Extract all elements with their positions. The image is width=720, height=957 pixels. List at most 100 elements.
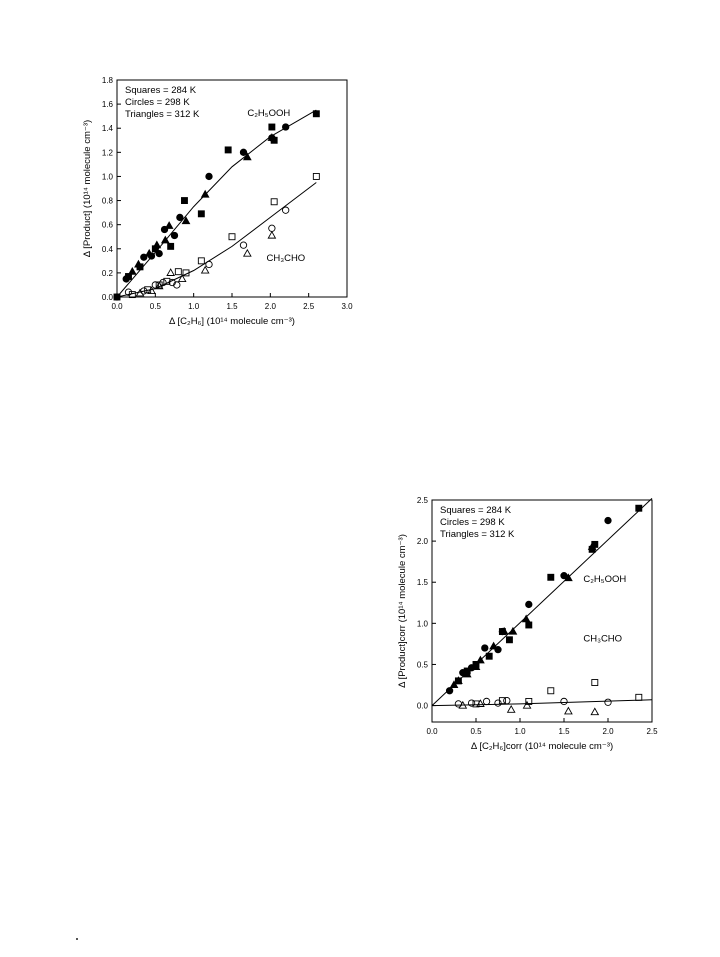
chart1-point-filled-circle [205,172,213,181]
chart1-fit-curve [116,182,317,298]
chart2-legend-line: Triangles = 312 K [440,529,515,540]
chart1-point-open-circle [205,260,213,269]
chart2-point-open-circle [560,697,568,706]
chart1-point-filled-square [197,210,205,218]
chart2-point-open-square [635,693,643,701]
chart1-y-tick-label: 1.4 [102,124,114,133]
chart2-point-open-square [472,700,480,708]
chart2-y-tick-label: 0.5 [417,660,429,669]
chart1-x-tick-label: 0.0 [111,302,123,311]
chart1-y-axis-label: Δ [Product] (10¹⁴ molecule cm⁻³) [82,120,93,257]
chart-top-svg: 0.0 0.5 1.0 1.5 2.0 2.5 3.0 0.0 0.2 0.4 0.6 0.8 1.0 1… [82,76,353,327]
chart2-point-filled-triangle [587,542,597,550]
chart1-point-open-triangle [147,286,156,295]
chart2-point-filled-triangle [476,655,485,664]
chart2-point-open-triangle [590,707,600,716]
chart1-point-filled-circle [239,148,248,156]
chart1-point-filled-triangle [144,248,154,257]
chart1-point-filled-circle [282,123,290,131]
chart2-y-axis-label: Δ [Product]corr (10¹⁴ molecule cm⁻³) [397,534,408,688]
chart1-point-open-circle [124,288,133,296]
chart1-x-tick-label: 1.0 [188,302,200,311]
chart2-point-open-square [591,679,599,686]
chart2-x-tick-label: 2.5 [646,727,658,736]
chart-bottom-svg: 0.0 0.5 1.0 1.5 2.0 2.5 0.0 0.5 1.0 1.5 2.0 2.5 Δ [C… [397,496,658,752]
chart1-point-filled-square [268,123,276,131]
chart-bottom: 0.0 0.5 1.0 1.5 2.0 2.5 0.0 0.5 1.0 1.5 2.0 2.5 Δ [C… [390,490,670,760]
chart2-point-open-triangle [476,699,485,707]
chart2-legend-line: Circles = 298 K [440,517,505,528]
chart1-point-filled-triangle [200,189,210,198]
chart2-point-open-triangle [506,704,516,713]
chart1-point-open-circle [151,281,159,289]
chart1-point-filled-triangle [267,133,277,141]
chart1-x-axis-label: Δ [C₂H₆] (10¹⁴ molecule cm⁻³) [169,316,295,327]
chart2-x-tick-label: 0.5 [470,727,482,736]
chart2-y-tick-label: 1.0 [417,619,429,628]
chart2-point-open-square [547,687,555,695]
chart1-point-open-triangle [166,268,176,276]
chart1-point-open-circle [168,278,176,287]
chart1-legend-line: Triangles = 312 K [125,109,200,120]
chart2-point-filled-triangle [449,680,459,689]
chart1-point-open-square [228,233,236,241]
chart1-point-filled-triangle [134,259,143,268]
chart2-x-axis-label: Δ [C₂H₆]corr (10¹⁴ molecule cm⁻³) [471,741,613,752]
chart2-point-open-triangle [564,706,573,715]
chart2-point-filled-triangle [471,662,481,670]
chart1-point-filled-square [224,146,232,154]
chart1-y-tick-label: 1.6 [102,100,114,109]
chart1-x-tick-label: 0.5 [150,302,162,311]
chart1-point-open-triangle [177,274,187,282]
chart2-y-tick-label: 0.0 [417,702,429,711]
chart1-point-filled-square [181,197,188,205]
chart1-point-open-square [144,286,152,294]
chart1-y-tick-label: 0.0 [102,293,114,302]
chart1-legend-line: Circles = 298 K [125,97,190,108]
chart1-y-tick-label: 0.6 [102,221,114,230]
chart1-point-filled-circle [122,275,130,283]
chart1-point-open-square [163,277,171,285]
chart1-point-open-circle [239,241,248,249]
chart1-point-open-square [174,268,182,276]
chart2-point-filled-square [525,621,533,629]
chart1-point-open-square [197,257,205,265]
page-speck [76,938,78,940]
chart2-y-tick-label: 2.0 [417,537,429,546]
chart1-x-tick-label: 1.5 [226,302,238,311]
chart1-point-filled-circle [170,231,179,240]
chart2-point-open-square [498,697,506,705]
chart1-point-filled-circle [155,249,163,258]
chart2-y-tick-label: 2.5 [417,496,429,505]
chart2-point-open-triangle [458,700,468,709]
chart2-legend-line: Squares = 284 K [440,505,512,516]
chart2-point-filled-circle [445,687,454,695]
chart2-point-filled-circle [525,600,533,609]
chart2-x-tick-label: 0.0 [426,727,438,736]
chart2-x-tick-label: 1.0 [514,727,526,736]
chart1-point-open-triangle [267,230,277,239]
chart1-point-open-square [270,198,278,206]
chart2-point-open-circle [604,698,612,706]
chart1-y-tick-label: 1.0 [102,172,114,181]
chart1-point-open-square [128,291,136,299]
chart1-point-filled-triangle [160,235,170,244]
chart2-point-filled-square [635,504,643,512]
chart2-fit-curve [431,699,653,707]
chart1-point-filled-triangle [127,266,137,275]
chart2-point-filled-square [547,573,555,581]
chart2-point-open-triangle [522,700,532,709]
chart1-legend-line: Squares = 284 K [125,85,197,96]
chart1-point-open-circle [159,278,167,287]
chart2-point-open-circle [467,699,476,707]
chart1-point-filled-triangle [242,152,252,161]
chart2-point-open-circle [494,699,502,707]
chart2-point-filled-circle [604,516,612,525]
chart2-point-filled-square [505,636,513,644]
chart2-x-tick-label: 1.5 [558,727,570,736]
chart1-annotation: CH₃CHO [267,253,306,264]
chart1-x-tick-label: 3.0 [341,302,353,311]
chart1-y-tick-label: 0.8 [102,197,114,206]
chart1-y-tick-label: 0.4 [102,245,114,254]
chart1-point-open-circle [282,206,290,214]
